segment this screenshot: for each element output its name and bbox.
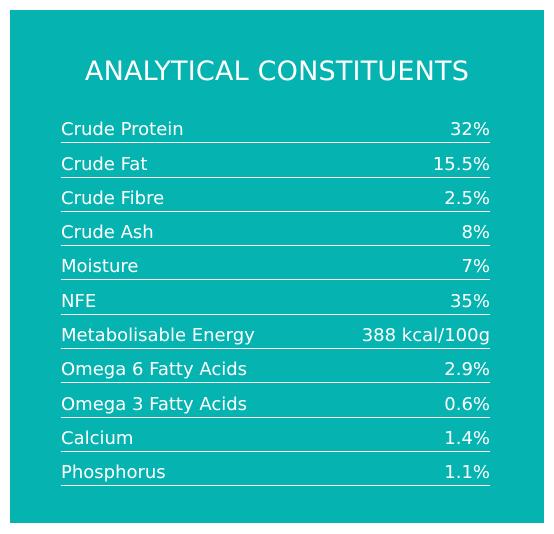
constituent-value: 15.5% <box>432 153 490 175</box>
constituent-value: 35% <box>449 290 490 312</box>
constituent-label: Crude Fat <box>61 153 148 175</box>
constituents-table: Crude Protein 32% Crude Fat 15.5% Crude Fibr… <box>61 109 490 487</box>
constituent-row: Omega 3 Fatty Acids 0.6% <box>61 383 490 418</box>
constituent-label: Metabolisable Energy <box>61 325 255 347</box>
constituent-label: Phosphorus <box>61 462 166 484</box>
constituent-value: 388 kcal/100g <box>361 325 490 347</box>
constituent-label: Omega 6 Fatty Acids <box>61 359 248 381</box>
constituent-value: 8% <box>461 222 490 244</box>
analytical-constituents-panel: ANALYTICAL CONSTITUENTS Crude Protein 32%… <box>10 10 544 523</box>
constituent-row: NFE 35% <box>61 280 490 315</box>
constituent-row: Calcium 1.4% <box>61 418 490 452</box>
constituent-label: Crude Fibre <box>61 187 165 209</box>
constituent-row: Crude Ash 8% <box>61 212 490 247</box>
panel-title: ANALYTICAL CONSTITUENTS <box>84 56 470 87</box>
constituent-value: 0.6% <box>444 393 490 415</box>
constituent-value: 1.1% <box>444 462 490 484</box>
constituent-label: Moisture <box>61 256 139 278</box>
constituent-value: 2.5% <box>444 187 490 209</box>
constituent-row: Moisture 7% <box>61 246 490 281</box>
constituent-label: NFE <box>61 290 97 312</box>
constituent-row: Phosphorus 1.1% <box>61 452 490 487</box>
constituent-label: Calcium <box>61 427 134 449</box>
constituent-row: Metabolisable Energy 388 kcal/100g <box>61 315 490 350</box>
constituent-row: Crude Fibre 2.5% <box>61 178 490 212</box>
constituent-value: 1.4% <box>444 427 490 449</box>
constituent-label: Crude Ash <box>61 222 154 244</box>
constituent-label: Omega 3 Fatty Acids <box>61 393 248 415</box>
constituent-label: Crude Protein <box>61 119 184 141</box>
constituent-value: 32% <box>449 119 490 141</box>
constituent-row: Omega 6 Fatty Acids 2.9% <box>61 349 490 384</box>
constituent-row: Crude Fat 15.5% <box>61 143 490 178</box>
constituent-row: Crude Protein 32% <box>61 109 490 144</box>
constituent-value: 2.9% <box>444 359 490 381</box>
constituent-value: 7% <box>461 256 490 278</box>
